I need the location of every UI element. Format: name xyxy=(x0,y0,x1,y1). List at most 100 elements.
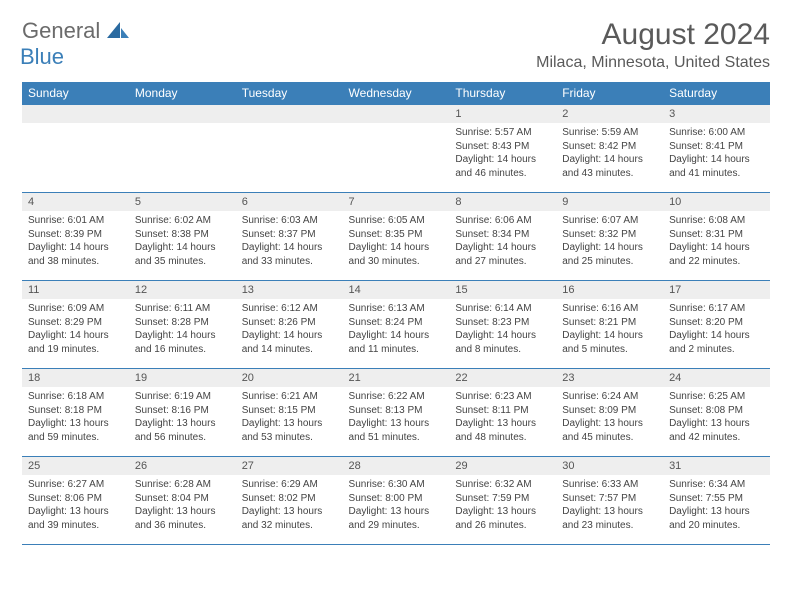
day-data-line: Daylight: 14 hours xyxy=(135,329,230,343)
day-data-line: Daylight: 14 hours xyxy=(242,241,337,255)
day-data-line: Daylight: 14 hours xyxy=(562,241,657,255)
day-data: Sunrise: 6:30 AMSunset: 8:00 PMDaylight:… xyxy=(343,475,450,536)
day-data-line: Sunrise: 6:23 AM xyxy=(455,390,550,404)
day-data: Sunrise: 6:05 AMSunset: 8:35 PMDaylight:… xyxy=(343,211,450,272)
page-title: August 2024 xyxy=(536,18,770,52)
day-data-line: Sunset: 8:18 PM xyxy=(28,404,123,418)
day-data-line: Sunrise: 6:29 AM xyxy=(242,478,337,492)
day-data-line: Sunset: 8:00 PM xyxy=(349,492,444,506)
day-data-line: Sunrise: 6:28 AM xyxy=(135,478,230,492)
calendar-day-cell: 7Sunrise: 6:05 AMSunset: 8:35 PMDaylight… xyxy=(343,193,450,281)
day-number: 5 xyxy=(129,193,236,211)
weekday-header: Friday xyxy=(556,82,663,105)
day-data-line: Daylight: 14 hours xyxy=(455,241,550,255)
day-data-line: Sunset: 8:13 PM xyxy=(349,404,444,418)
day-data-line: Sunrise: 6:07 AM xyxy=(562,214,657,228)
day-data-line: and 48 minutes. xyxy=(455,431,550,445)
calendar-day-cell: 31Sunrise: 6:34 AMSunset: 7:55 PMDayligh… xyxy=(663,457,770,545)
day-data-line: Sunrise: 6:02 AM xyxy=(135,214,230,228)
day-number: 13 xyxy=(236,281,343,299)
day-data-line: and 51 minutes. xyxy=(349,431,444,445)
day-number: 30 xyxy=(556,457,663,475)
day-number: 28 xyxy=(343,457,450,475)
day-data: Sunrise: 6:09 AMSunset: 8:29 PMDaylight:… xyxy=(22,299,129,360)
day-data-line: and 11 minutes. xyxy=(349,343,444,357)
day-data: Sunrise: 6:08 AMSunset: 8:31 PMDaylight:… xyxy=(663,211,770,272)
calendar-week-row: 4Sunrise: 6:01 AMSunset: 8:39 PMDaylight… xyxy=(22,193,770,281)
day-data: Sunrise: 6:23 AMSunset: 8:11 PMDaylight:… xyxy=(449,387,556,448)
day-number: 2 xyxy=(556,105,663,123)
day-data-line: and 29 minutes. xyxy=(349,519,444,533)
day-data-line: Daylight: 14 hours xyxy=(669,329,764,343)
day-data-line: and 14 minutes. xyxy=(242,343,337,357)
day-data-line: and 30 minutes. xyxy=(349,255,444,269)
day-data-line: Sunrise: 6:01 AM xyxy=(28,214,123,228)
day-number: 8 xyxy=(449,193,556,211)
day-data-line: Sunrise: 6:21 AM xyxy=(242,390,337,404)
calendar-day-cell: 12Sunrise: 6:11 AMSunset: 8:28 PMDayligh… xyxy=(129,281,236,369)
day-number: 25 xyxy=(22,457,129,475)
logo-text-blue: Blue xyxy=(20,44,64,69)
day-data-line: Sunset: 7:55 PM xyxy=(669,492,764,506)
logo-text-general: General xyxy=(22,18,100,43)
calendar-day-cell: 11Sunrise: 6:09 AMSunset: 8:29 PMDayligh… xyxy=(22,281,129,369)
day-data-line: Sunset: 8:26 PM xyxy=(242,316,337,330)
day-data-line: Daylight: 13 hours xyxy=(669,417,764,431)
day-data: Sunrise: 6:19 AMSunset: 8:16 PMDaylight:… xyxy=(129,387,236,448)
day-data: Sunrise: 6:03 AMSunset: 8:37 PMDaylight:… xyxy=(236,211,343,272)
day-number: 14 xyxy=(343,281,450,299)
day-data-line: Sunrise: 6:22 AM xyxy=(349,390,444,404)
day-data-line: Sunset: 8:42 PM xyxy=(562,140,657,154)
calendar-day-cell xyxy=(22,105,129,193)
day-data-line: and 26 minutes. xyxy=(455,519,550,533)
day-data: Sunrise: 6:27 AMSunset: 8:06 PMDaylight:… xyxy=(22,475,129,536)
day-data-line: and 22 minutes. xyxy=(669,255,764,269)
day-data-line: Sunrise: 6:13 AM xyxy=(349,302,444,316)
calendar-day-cell: 10Sunrise: 6:08 AMSunset: 8:31 PMDayligh… xyxy=(663,193,770,281)
day-data-line: Sunset: 7:59 PM xyxy=(455,492,550,506)
calendar-week-row: 1Sunrise: 5:57 AMSunset: 8:43 PMDaylight… xyxy=(22,105,770,193)
day-data-line: and 19 minutes. xyxy=(28,343,123,357)
day-data-line: Sunset: 7:57 PM xyxy=(562,492,657,506)
day-number: 31 xyxy=(663,457,770,475)
day-data-line: Daylight: 14 hours xyxy=(669,153,764,167)
calendar-day-cell: 8Sunrise: 6:06 AMSunset: 8:34 PMDaylight… xyxy=(449,193,556,281)
day-data-line: Sunset: 8:38 PM xyxy=(135,228,230,242)
day-data-line: Sunset: 8:32 PM xyxy=(562,228,657,242)
day-data: Sunrise: 6:02 AMSunset: 8:38 PMDaylight:… xyxy=(129,211,236,272)
day-data-line: and 42 minutes. xyxy=(669,431,764,445)
day-data-line: and 39 minutes. xyxy=(28,519,123,533)
day-data-line: and 59 minutes. xyxy=(28,431,123,445)
calendar-table: SundayMondayTuesdayWednesdayThursdayFrid… xyxy=(22,82,770,545)
day-data-line: and 16 minutes. xyxy=(135,343,230,357)
calendar-day-cell xyxy=(236,105,343,193)
calendar-day-cell: 13Sunrise: 6:12 AMSunset: 8:26 PMDayligh… xyxy=(236,281,343,369)
day-data-line: Sunset: 8:04 PM xyxy=(135,492,230,506)
day-data-line: Sunrise: 6:25 AM xyxy=(669,390,764,404)
weekday-header: Tuesday xyxy=(236,82,343,105)
calendar-day-cell: 23Sunrise: 6:24 AMSunset: 8:09 PMDayligh… xyxy=(556,369,663,457)
day-data: Sunrise: 5:57 AMSunset: 8:43 PMDaylight:… xyxy=(449,123,556,184)
calendar-day-cell: 30Sunrise: 6:33 AMSunset: 7:57 PMDayligh… xyxy=(556,457,663,545)
day-number: 29 xyxy=(449,457,556,475)
day-data-line: Sunset: 8:21 PM xyxy=(562,316,657,330)
day-data-line: Sunset: 8:20 PM xyxy=(669,316,764,330)
day-data-line: Daylight: 14 hours xyxy=(349,241,444,255)
day-data-line: Sunrise: 6:06 AM xyxy=(455,214,550,228)
calendar-week-row: 18Sunrise: 6:18 AMSunset: 8:18 PMDayligh… xyxy=(22,369,770,457)
calendar-day-cell: 24Sunrise: 6:25 AMSunset: 8:08 PMDayligh… xyxy=(663,369,770,457)
day-data: Sunrise: 6:32 AMSunset: 7:59 PMDaylight:… xyxy=(449,475,556,536)
day-data-line: Sunrise: 6:09 AM xyxy=(28,302,123,316)
day-data: Sunrise: 6:28 AMSunset: 8:04 PMDaylight:… xyxy=(129,475,236,536)
day-data-line: Sunset: 8:28 PM xyxy=(135,316,230,330)
day-data-line: and 45 minutes. xyxy=(562,431,657,445)
calendar-day-cell: 16Sunrise: 6:16 AMSunset: 8:21 PMDayligh… xyxy=(556,281,663,369)
day-data-line: Daylight: 13 hours xyxy=(135,505,230,519)
logo-sail-icon xyxy=(107,25,129,42)
day-number: 6 xyxy=(236,193,343,211)
day-data-line: Daylight: 13 hours xyxy=(135,417,230,431)
day-data-line: and 27 minutes. xyxy=(455,255,550,269)
calendar-day-cell: 29Sunrise: 6:32 AMSunset: 7:59 PMDayligh… xyxy=(449,457,556,545)
day-data-line: and 41 minutes. xyxy=(669,167,764,181)
day-data: Sunrise: 6:24 AMSunset: 8:09 PMDaylight:… xyxy=(556,387,663,448)
